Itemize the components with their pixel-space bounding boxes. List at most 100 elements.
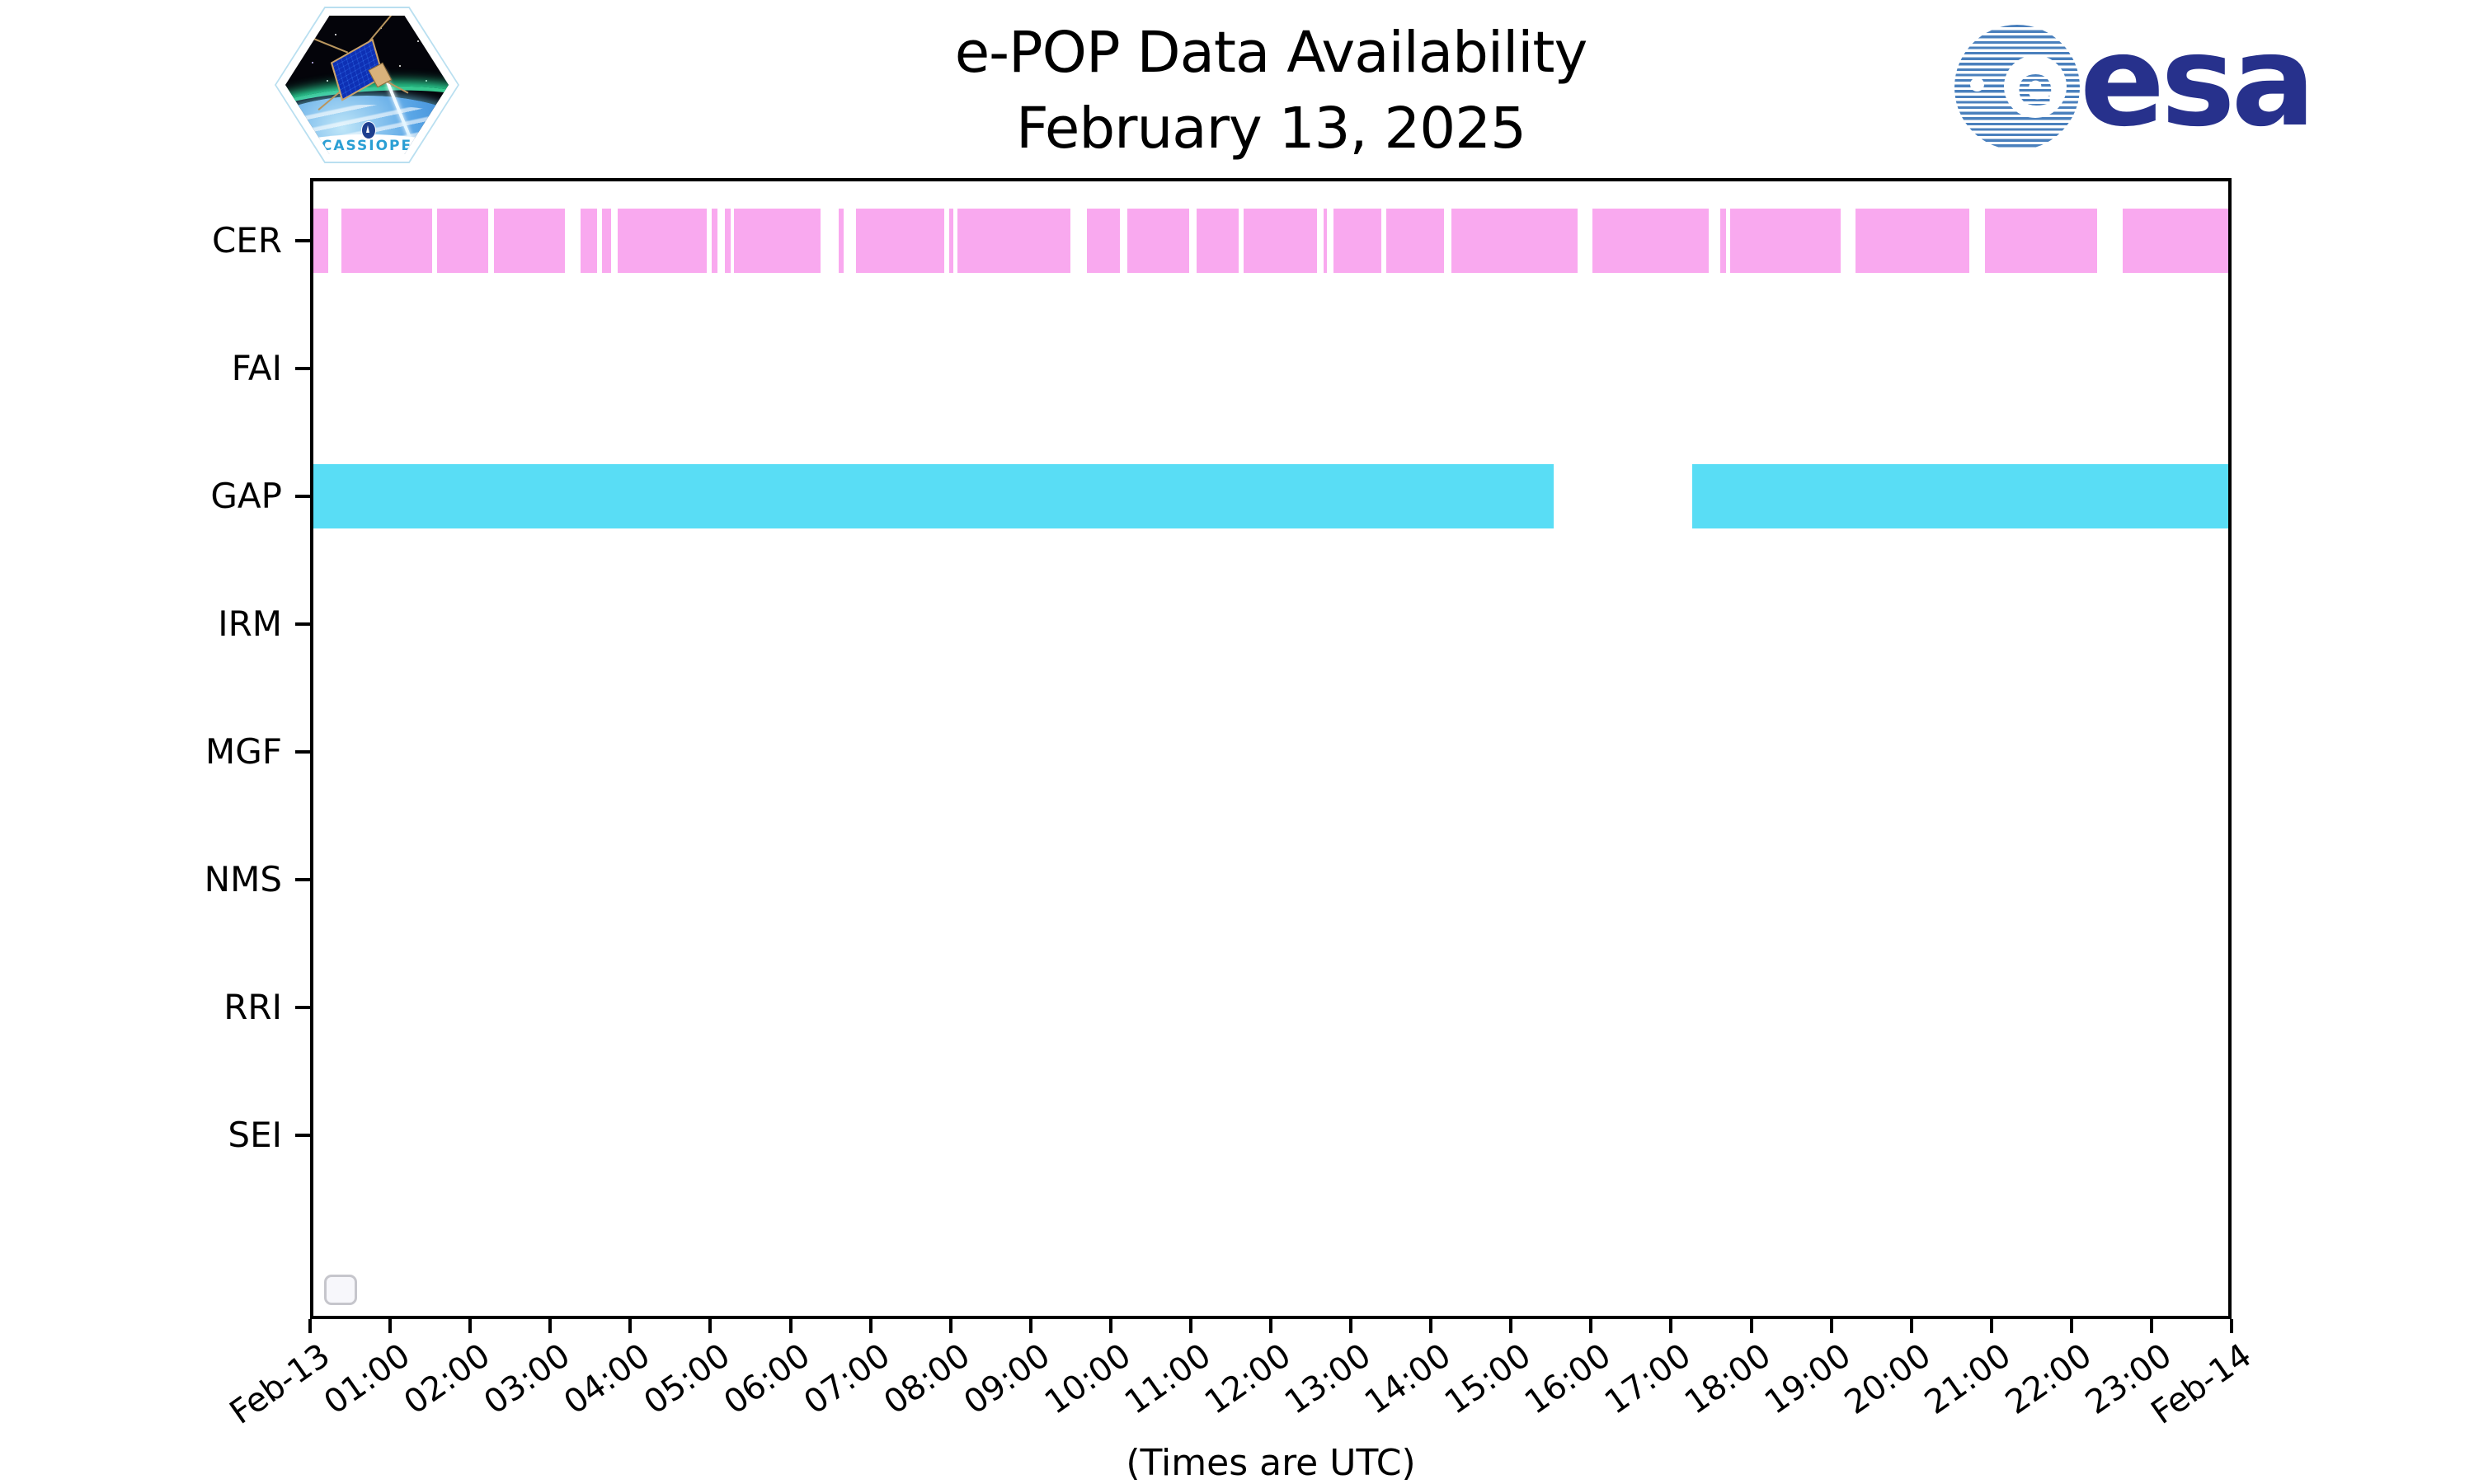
x-tick: [1749, 1319, 1753, 1333]
x-tick-label-text: 16:00: [1517, 1336, 1618, 1422]
y-tick: [295, 239, 310, 242]
x-tick: [1669, 1319, 1673, 1333]
x-tick-label-text: 15:00: [1437, 1336, 1538, 1422]
esa-globe-e-icon: e: [2004, 55, 2067, 118]
x-axis-units-note: (Times are UTC): [1126, 1442, 1416, 1484]
x-tick-label-text: 18:00: [1678, 1336, 1778, 1422]
x-tick: [548, 1319, 553, 1333]
page-title: e-POP Data Availability: [954, 20, 1588, 86]
x-tick-label-text: 08:00: [877, 1336, 978, 1422]
availability-bar-cer: [581, 209, 597, 273]
availability-bar-cer: [856, 209, 944, 273]
y-tick: [295, 1006, 310, 1009]
availability-bar-cer: [1385, 209, 1444, 273]
y-tick: [295, 495, 310, 498]
x-tick: [1589, 1319, 1593, 1333]
x-tick-label-text: 01:00: [317, 1336, 417, 1422]
y-tick: [295, 367, 310, 370]
x-tick: [1429, 1319, 1433, 1333]
x-tick: [308, 1319, 312, 1333]
availability-bar-cer: [617, 209, 707, 273]
y-tick: [295, 1134, 310, 1137]
x-tick-label-text: 12:00: [1197, 1336, 1298, 1422]
x-tick-label-text: 13:00: [1277, 1336, 1378, 1422]
availability-bar-cer: [1086, 209, 1121, 273]
availability-bar-cer: [733, 209, 821, 273]
x-tick-label-text: 10:00: [1037, 1336, 1138, 1422]
x-tick: [1909, 1319, 1913, 1333]
x-tick: [1989, 1319, 1993, 1333]
x-tick-label-text: 20:00: [1838, 1336, 1939, 1422]
x-tick: [2230, 1319, 2233, 1333]
y-tick-label-cer: CER: [211, 220, 282, 261]
y-tick-label-nms: NMS: [204, 859, 282, 899]
y-tick-label-gap: GAP: [210, 476, 282, 516]
x-tick: [788, 1319, 793, 1333]
x-tick-label-text: Feb-13: [223, 1336, 337, 1432]
availability-bar-cer: [724, 209, 731, 273]
availability-bar-gap: [1691, 464, 2232, 528]
x-tick-label-text: 14:00: [1357, 1336, 1458, 1422]
cassiope-label: CASSIOPE: [321, 138, 413, 154]
availability-bar-cer: [494, 209, 565, 273]
availability-bar-cer: [1243, 209, 1318, 273]
x-tick-label-text: 22:00: [1998, 1336, 2099, 1422]
availability-bar-cer: [1333, 209, 1381, 273]
esa-globe-dot: [1970, 77, 1984, 92]
y-tick-label-irm: IRM: [218, 603, 282, 644]
x-tick-label-text: 21:00: [1918, 1336, 2019, 1422]
availability-bar-cer: [712, 209, 718, 273]
availability-bar-cer: [1451, 209, 1578, 273]
availability-bar-cer: [1127, 209, 1189, 273]
y-tick-label-mgf: MGF: [205, 731, 282, 772]
x-tick: [1028, 1319, 1032, 1333]
x-tick: [868, 1319, 872, 1333]
empty-legend-box: [324, 1275, 357, 1305]
plot-area: [310, 178, 2232, 1319]
x-tick-label-text: 11:00: [1117, 1336, 1218, 1422]
stars-decoration: [302, 22, 303, 24]
x-tick-label-text: 09:00: [957, 1336, 1058, 1422]
x-tick-label-text: 05:00: [637, 1336, 737, 1422]
y-tick-label-rri: RRI: [223, 987, 282, 1027]
availability-bar-cer: [1855, 209, 1969, 273]
x-tick-label-text: 17:00: [1597, 1336, 1698, 1422]
esa-wordmark: esa: [2080, 8, 2316, 154]
availability-bar-cer: [957, 209, 1071, 273]
y-tick-label-sei: SEI: [228, 1115, 282, 1155]
x-tick: [2149, 1319, 2153, 1333]
x-tick: [1829, 1319, 1833, 1333]
availability-bar-gap: [310, 464, 1554, 528]
x-tick: [1509, 1319, 1513, 1333]
x-tick-label-text: 03:00: [477, 1336, 577, 1422]
y-tick: [295, 878, 310, 881]
x-tick-label-text: 04:00: [557, 1336, 657, 1422]
y-tick: [295, 750, 310, 754]
axes-frame: [310, 178, 2232, 1319]
x-tick: [1349, 1319, 1353, 1333]
availability-bar-cer: [1984, 209, 2097, 273]
page-subtitle: February 13, 2025: [1016, 96, 1526, 162]
x-tick-label-text: 07:00: [797, 1336, 897, 1422]
x-tick: [628, 1319, 633, 1333]
cassiope-mission-patch: CASSIOPE: [275, 7, 459, 163]
csa-emblem-icon: [361, 121, 376, 139]
availability-bar-cer: [602, 209, 612, 273]
x-tick-label-text: 02:00: [397, 1336, 497, 1422]
x-tick-label-text: 06:00: [717, 1336, 817, 1422]
availability-bar-cer: [2122, 209, 2231, 273]
availability-bar-cer: [310, 209, 329, 273]
x-tick: [2069, 1319, 2073, 1333]
availability-bar-cer: [437, 209, 489, 273]
x-tick: [708, 1319, 713, 1333]
x-tick: [468, 1319, 473, 1333]
availability-bar-cer: [1324, 209, 1327, 273]
availability-bar-cer: [1719, 209, 1727, 273]
x-tick: [948, 1319, 952, 1333]
x-tick-label-text: 19:00: [1758, 1336, 1858, 1422]
availability-bar-cer: [1196, 209, 1239, 273]
esa-e-letter: e: [2016, 54, 2054, 118]
availability-bar-cer: [341, 209, 432, 273]
title-block: e-POP Data Availability February 13, 202…: [310, 15, 2232, 167]
